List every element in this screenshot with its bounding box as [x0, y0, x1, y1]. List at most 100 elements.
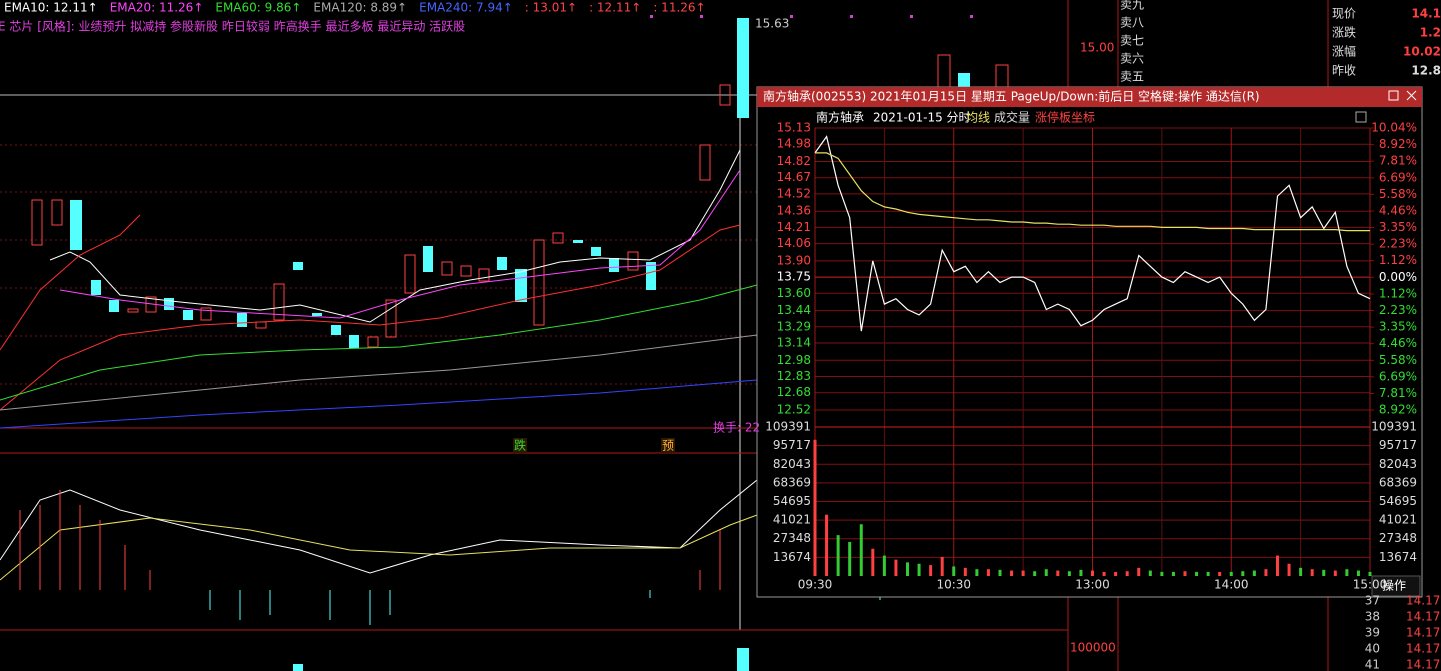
y-tick-label: 12.68: [777, 385, 811, 399]
y-tick-label: 13.75: [777, 270, 811, 284]
order-label: 卖八: [1120, 16, 1144, 30]
turnover: 换手: 22: [713, 421, 760, 435]
popup-header: 涨停板坐标: [1035, 110, 1095, 125]
volume-tick-label-right: 54695: [1379, 494, 1417, 508]
y2-tick-label: 4.46%: [1379, 203, 1417, 217]
trade-no: 40: [1365, 642, 1380, 656]
volume-bar: [963, 567, 967, 576]
y-tick-label: 12.98: [777, 353, 811, 367]
axis-label: 15.00: [1080, 41, 1114, 55]
ema-legend: EMA20: 11.26↑: [110, 1, 204, 15]
volume-bar: [1114, 571, 1118, 576]
volume-bar: [1033, 571, 1037, 576]
volume-bar: [998, 569, 1002, 576]
trade-price: 14.17: [1406, 642, 1440, 656]
y2-tick-label: 2.23%: [1379, 303, 1417, 317]
volume-tick-label: 27348: [773, 531, 811, 545]
ema-legend: : 12.11↑: [589, 1, 641, 15]
volume-bar: [1148, 570, 1152, 576]
y-tick-label: 14.06: [777, 236, 811, 250]
close[interactable]: [1406, 90, 1417, 101]
y2-tick-label: 6.69%: [1379, 369, 1417, 383]
y2-tick-label: 2.23%: [1379, 237, 1417, 251]
trade-no: 37: [1365, 594, 1380, 608]
volume-label: 100000: [1070, 641, 1116, 655]
trade-price: 14.17: [1406, 610, 1440, 624]
y2-tick-label: 3.35%: [1379, 320, 1417, 334]
y2-tick-label: 0.00%: [1379, 270, 1417, 284]
popup[interactable]: 南方轴承(002553) 2021年01月15日 星期五 PageUp/Down…: [756, 86, 1423, 598]
volume-bar: [1310, 569, 1314, 576]
x-tick-label: 15:00: [1353, 578, 1388, 592]
popup-header: 成交量: [994, 110, 1030, 125]
volume-bar: [1102, 571, 1106, 576]
volume-bar: [917, 563, 921, 576]
y2-tick-label: 3.35%: [1379, 220, 1417, 234]
popup-title: 南方轴承(002553) 2021年01月15日 星期五 PageUp/Down…: [763, 89, 1260, 104]
action-button[interactable]: [1371, 575, 1421, 597]
y-tick-label: 13.44: [777, 303, 811, 317]
volume-tick-label-right: 13674: [1379, 550, 1417, 564]
volume-bar: [1044, 569, 1048, 576]
concept-tags: E 芯片 [风格]: 业绩预升 拟减持 参股新股 昨日较弱 昨高换手 最近多板 …: [0, 19, 465, 34]
volume-bar: [1356, 570, 1360, 576]
y2-tick-label: 5.58%: [1379, 353, 1417, 367]
trade-price: 14.17: [1406, 594, 1440, 608]
volume-tick-label-right: 68369: [1379, 475, 1417, 489]
trade-no: 41: [1365, 658, 1380, 671]
y-tick-label: 14.82: [777, 154, 811, 168]
volume-tick-label-right: 82043: [1379, 457, 1417, 471]
y-tick-label: 13.29: [777, 319, 811, 333]
popup-header: 南方轴承: [816, 110, 864, 125]
popup-frame: [756, 86, 1423, 598]
y-tick-label: 13.90: [777, 253, 811, 267]
volume-bar: [1345, 569, 1349, 576]
y2-tick-label: 8.92%: [1379, 137, 1417, 151]
toggle[interactable]: [1355, 111, 1367, 123]
y-tick-label: 13.60: [777, 286, 811, 300]
y-tick-label: 12.83: [777, 369, 811, 383]
maximize[interactable]: [1388, 90, 1399, 101]
badge-bg: [661, 438, 675, 453]
volume-bar: [813, 439, 817, 576]
y2-tick-label: 4.46%: [1379, 336, 1417, 350]
volume-bar: [1368, 571, 1372, 576]
series-line: [814, 135, 1371, 332]
trade-no: 38: [1365, 610, 1380, 624]
volume-bar: [836, 535, 840, 576]
quote-label: 昨收: [1332, 64, 1356, 78]
volume-bar: [1091, 570, 1094, 576]
intraday-chart: 15.13 14.98 14.82 14.67 14.52 14.36 14.21 14.06…: [765, 121, 1417, 592]
volume-tick-label-right: 41021: [1379, 513, 1417, 527]
popup-header: 2021-01-15 分时: [873, 111, 971, 125]
volume-tick-label-right: 95717: [1379, 438, 1417, 452]
ema-legend: : 13.01↑: [525, 1, 577, 15]
quote-value: 14.1: [1411, 7, 1441, 21]
ema-legend: EMA10: 12.11↑: [4, 1, 98, 15]
volume-tick-label: 54695: [773, 494, 811, 508]
series-line: [815, 152, 1370, 232]
quote-value: 1.2: [1420, 26, 1441, 40]
volume-bar: [906, 562, 909, 576]
volume-bar: [929, 565, 933, 576]
volume-bar: [1299, 567, 1303, 576]
volume-bar: [1160, 571, 1164, 576]
ema-lines: [0, 149, 758, 429]
volume-bar: [859, 524, 863, 576]
volume-bar: [1229, 571, 1233, 576]
volume-bar: [1252, 570, 1256, 576]
trade-price: 14.17: [1406, 658, 1440, 671]
badge-bg: [513, 438, 527, 453]
volume-bar: [1021, 570, 1025, 576]
y2-tick-label: 5.58%: [1379, 187, 1417, 201]
ema-legend: EMA240: 7.94↑: [419, 1, 513, 15]
volume-bar: [1171, 571, 1175, 576]
volume-bar: [1067, 571, 1071, 576]
volume-bar: [986, 569, 990, 576]
volume-bar: [1322, 569, 1326, 576]
ema-legend: EMA60: 9.86↑: [215, 1, 301, 15]
quote-value: 10.02: [1403, 45, 1441, 59]
volume-tick-label: 95717: [773, 438, 811, 452]
x-tick-label: 14:00: [1214, 578, 1249, 592]
